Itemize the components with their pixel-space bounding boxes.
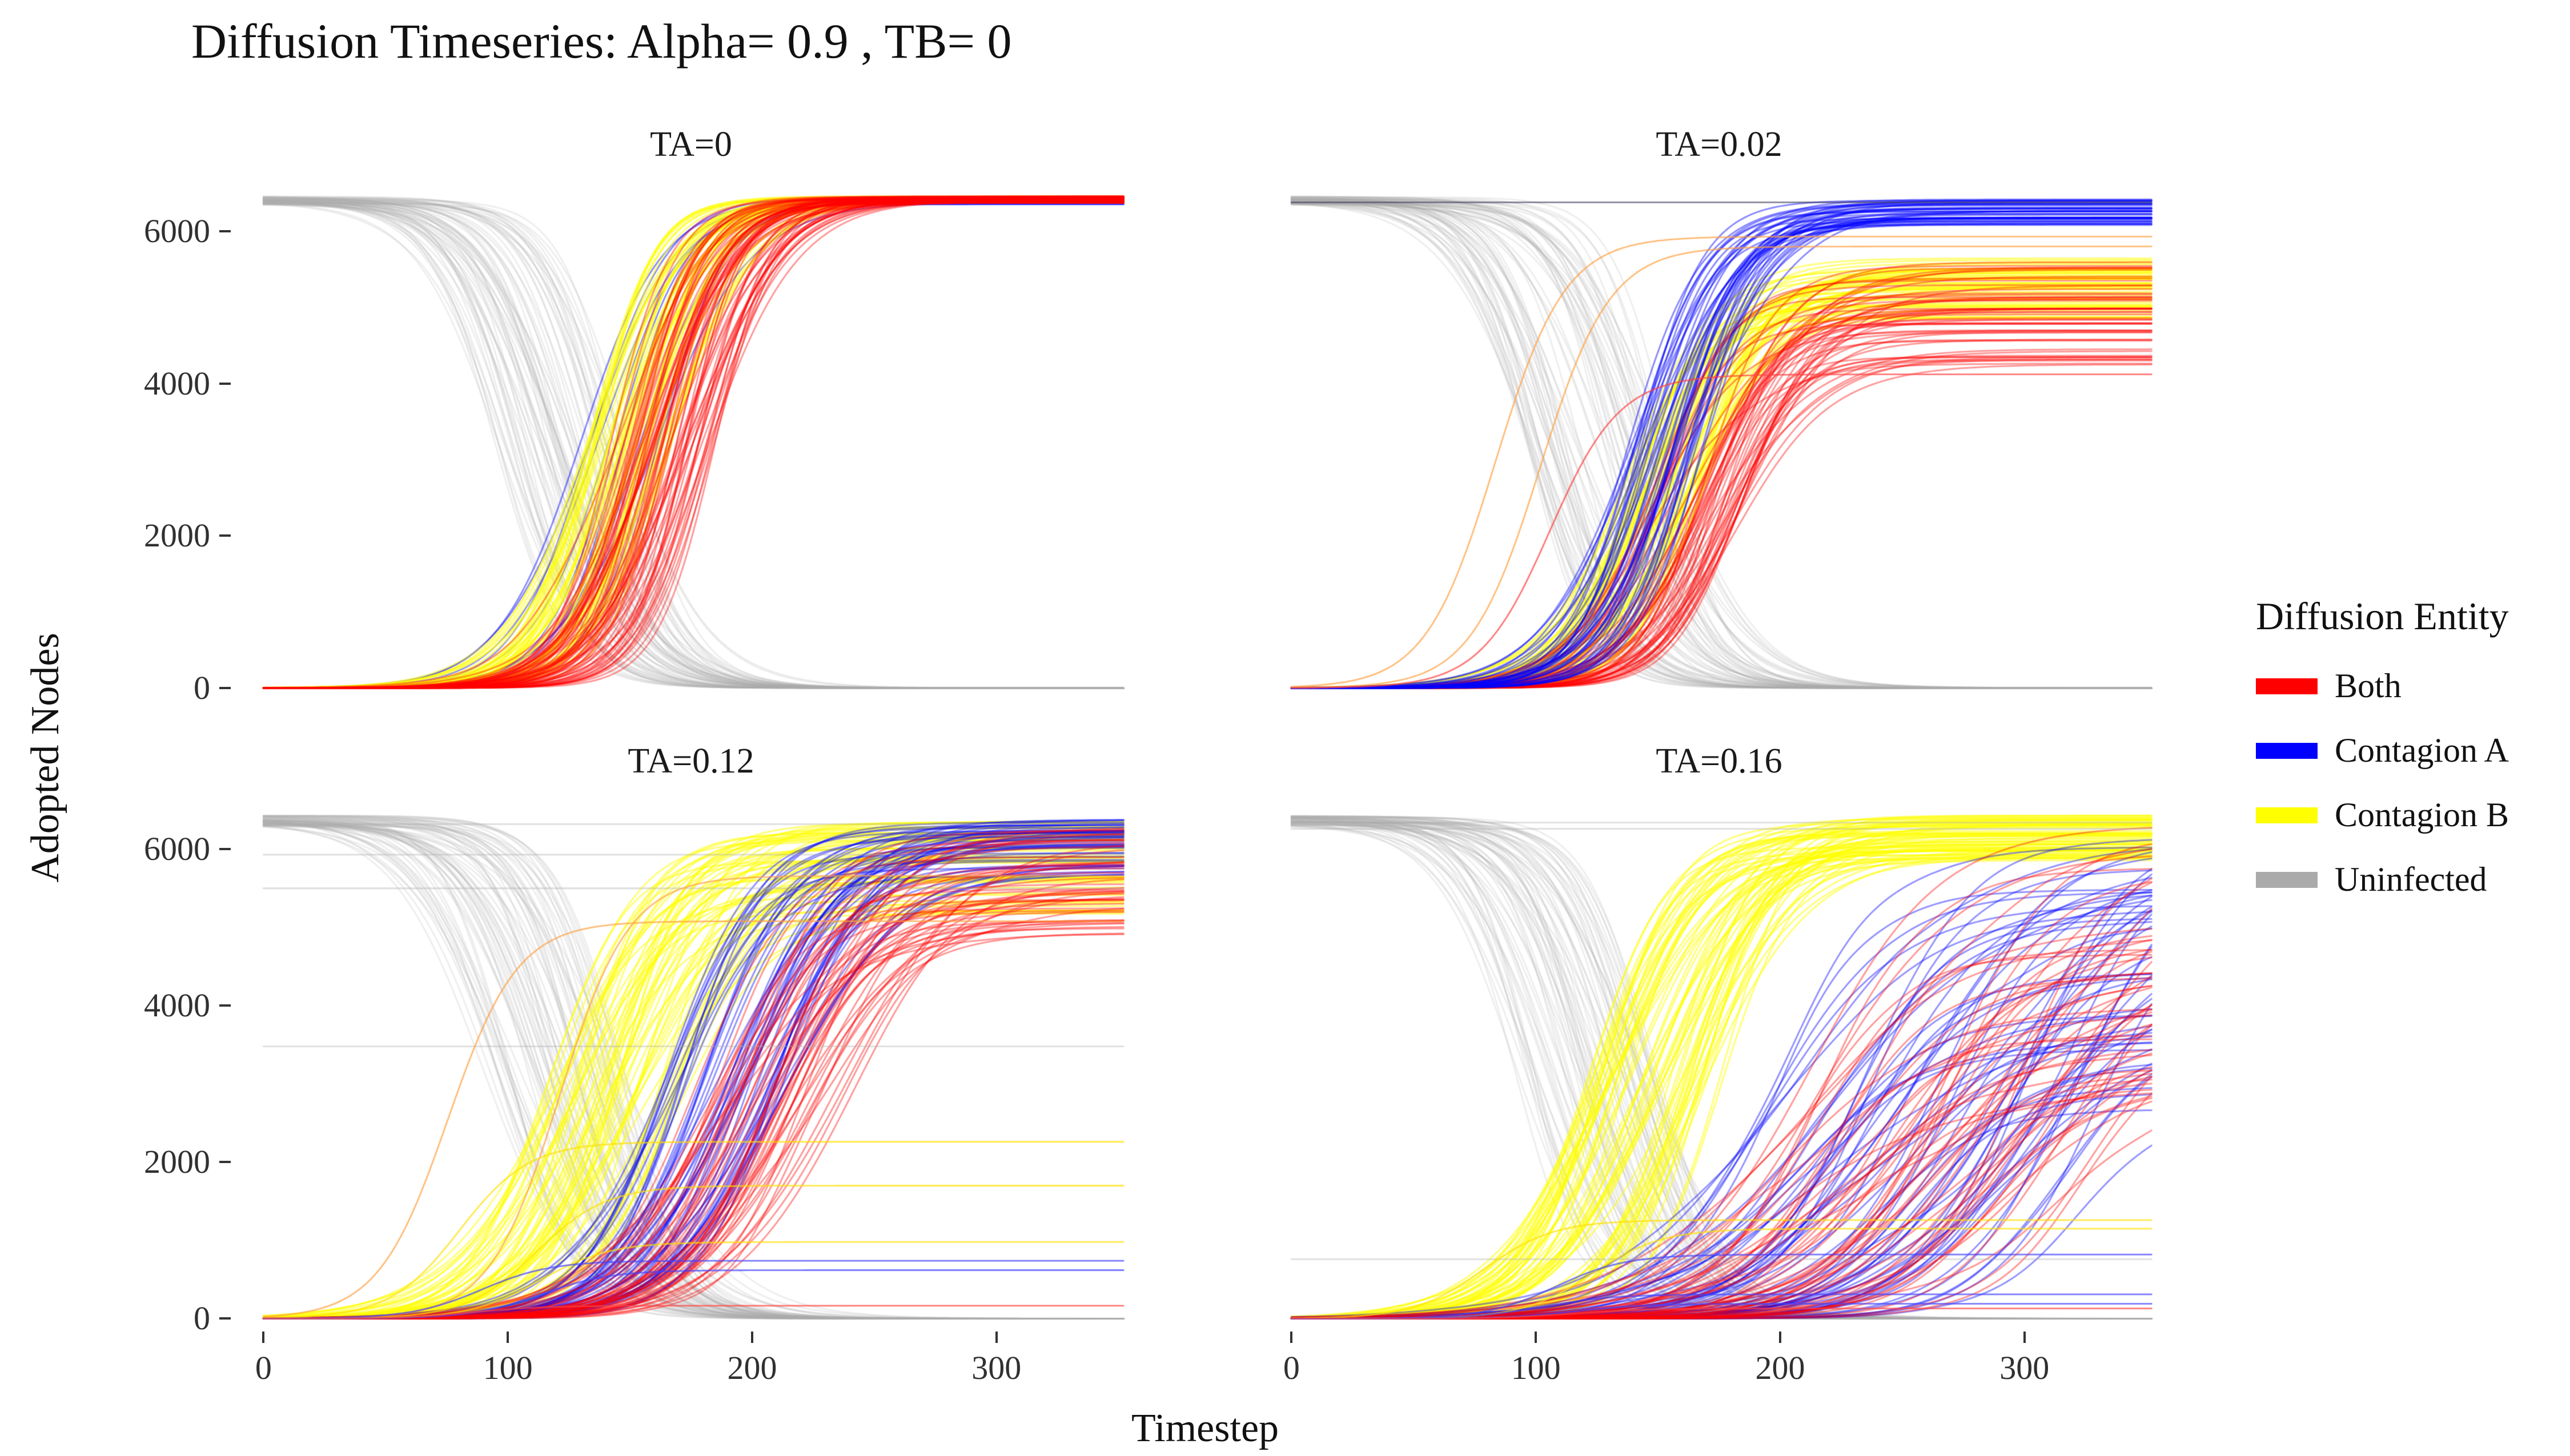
legend-items: Both Contagion A Contagion B Uninfected [2256, 666, 2564, 899]
y-tick-mark [219, 1317, 231, 1320]
x-tick-label: 100 [483, 1349, 533, 1386]
x-tick-mark [1535, 1332, 1537, 1343]
legend-label: Uninfected [2335, 860, 2487, 898]
x-tick-label: 300 [1999, 1349, 2050, 1386]
y-tick-label: 6000 [144, 212, 210, 250]
legend-label: Contagion B [2335, 796, 2509, 834]
legend-swatch-icon [2256, 742, 2318, 759]
y-tick-mark [219, 534, 231, 537]
legend-item-both: Both [2256, 666, 2564, 706]
x-axis-title: Timestep [1131, 1406, 1279, 1450]
legend-label: Contagion A [2335, 731, 2509, 769]
y-axis-title: Adopted Nodes [23, 633, 67, 883]
panel-ta-0.12 [234, 802, 1148, 1330]
x-tick-mark [262, 1332, 265, 1343]
y-tick-label: 4000 [144, 987, 210, 1024]
facet-label-ta-0.12: TA=0.12 [628, 742, 754, 781]
panel-ta-0.16 [1262, 802, 2176, 1330]
y-tick-mark [219, 687, 231, 689]
x-tick-label: 200 [1755, 1349, 1805, 1386]
legend-item-contagion-b: Contagion B [2256, 795, 2564, 835]
panel-canvas-ta-0.12 [234, 802, 1148, 1330]
x-tick-mark [507, 1332, 509, 1343]
facet-label-ta-0: TA=0 [650, 125, 732, 164]
y-tick-mark [219, 848, 231, 851]
x-tick-label: 300 [971, 1349, 1022, 1386]
y-tick-mark [219, 382, 231, 385]
legend-item-contagion-a: Contagion A [2256, 731, 2564, 770]
panel-ta-0.02 [1262, 186, 2176, 699]
panel-ta-0 [234, 186, 1148, 699]
y-tick-mark [219, 1161, 231, 1164]
legend-title: Diffusion Entity [2256, 594, 2509, 638]
x-tick-label: 100 [1511, 1349, 1561, 1386]
y-tick-label: 2000 [144, 1143, 210, 1181]
x-tick-label: 0 [1283, 1349, 1300, 1386]
y-tick-label: 0 [194, 1300, 210, 1337]
legend-swatch-icon [2256, 678, 2318, 694]
legend-swatch-icon [2256, 807, 2318, 823]
y-tick-label: 2000 [144, 517, 210, 554]
y-tick-mark [219, 1004, 231, 1007]
x-tick-mark [2023, 1332, 2026, 1343]
panel-canvas-ta-0 [234, 186, 1148, 699]
y-tick-label: 4000 [144, 364, 210, 402]
x-tick-label: 0 [255, 1349, 272, 1386]
panel-canvas-ta-0.02 [1262, 186, 2176, 699]
x-tick-mark [1290, 1332, 1293, 1343]
y-tick-label: 0 [194, 669, 210, 706]
legend: Diffusion Entity Both Contagion A Contagio… [2256, 594, 2564, 924]
x-tick-mark [1778, 1332, 1781, 1343]
x-tick-mark [750, 1332, 753, 1343]
legend-swatch-icon [2256, 871, 2318, 888]
facet-label-ta-0.16: TA=0.16 [1656, 742, 1782, 781]
y-tick-label: 6000 [144, 830, 210, 868]
x-tick-label: 200 [727, 1349, 777, 1386]
legend-item-uninfected: Uninfected [2256, 860, 2564, 899]
legend-label: Both [2335, 667, 2402, 705]
x-tick-mark [995, 1332, 998, 1343]
chart-title: Diffusion Timeseries: Alpha= 0.9 , TB= 0 [191, 14, 1012, 69]
y-tick-mark [219, 230, 231, 232]
panel-canvas-ta-0.16 [1262, 802, 2176, 1330]
facet-label-ta-0.02: TA=0.02 [1656, 125, 1782, 164]
